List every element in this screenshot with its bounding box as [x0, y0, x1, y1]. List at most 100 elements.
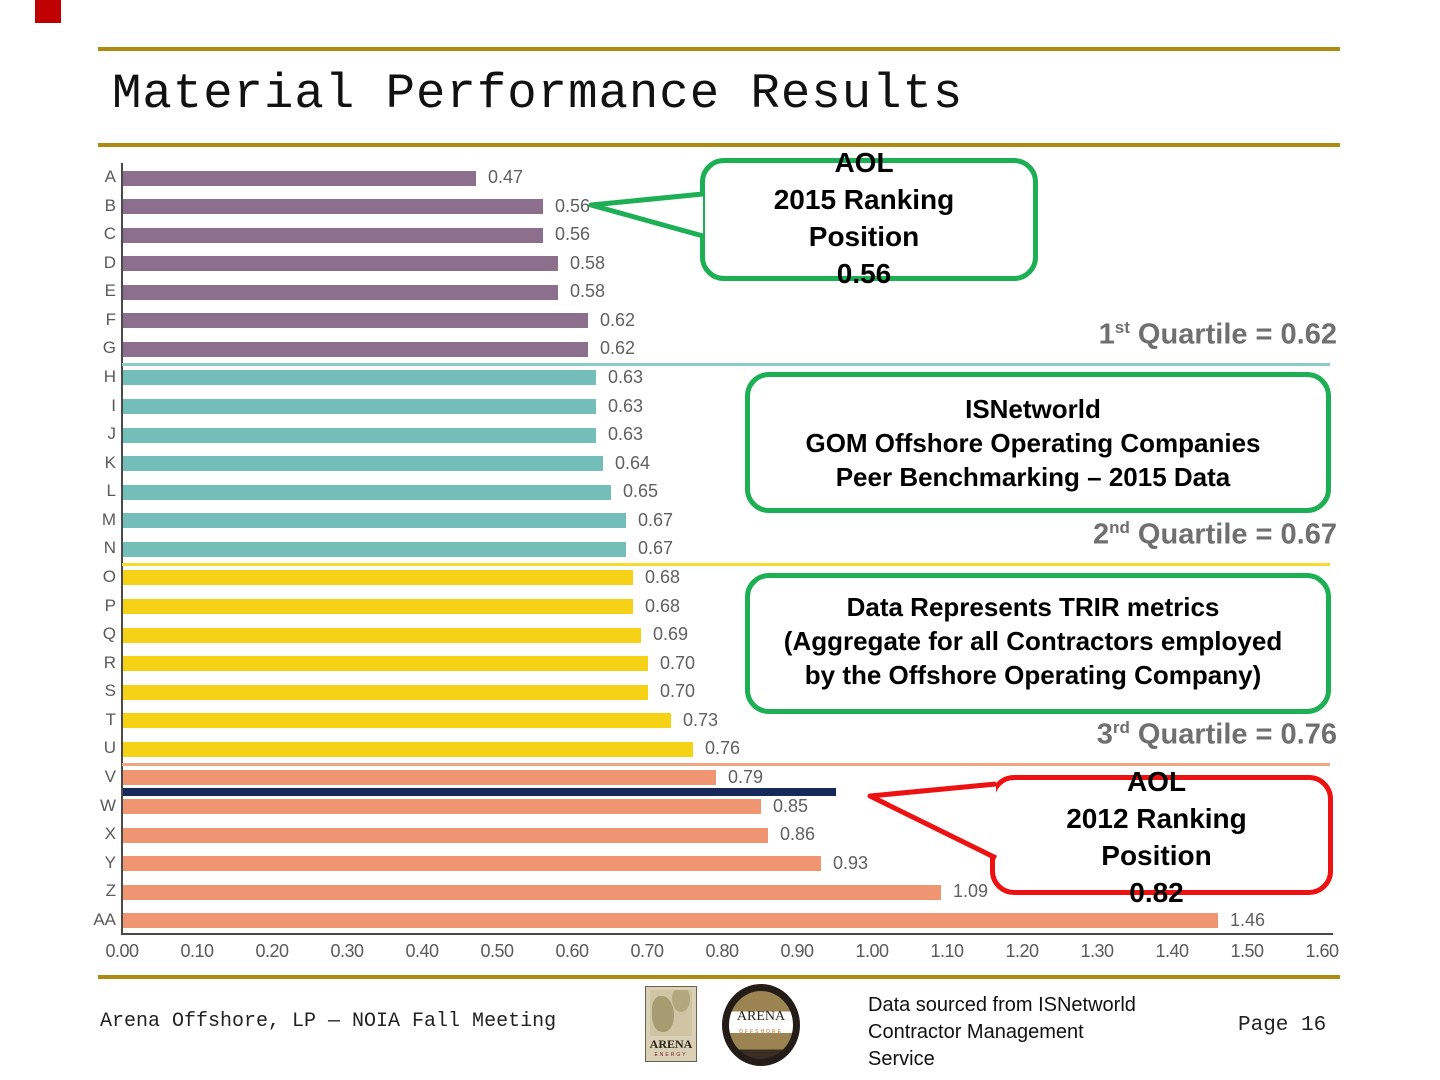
x-tick-label: 1.60 [1305, 941, 1339, 961]
category-label: R [103, 652, 116, 672]
category-label: W [99, 795, 116, 815]
bar [123, 199, 543, 215]
x-tick-label: 0.10 [180, 941, 214, 961]
bar-value-label: 0.70 [660, 681, 696, 702]
footer-rule [98, 975, 1340, 979]
category-label: G [102, 338, 116, 358]
bar [123, 684, 648, 700]
y-axis-line [121, 163, 123, 935]
bar [123, 770, 716, 786]
callout-line: Position [1101, 840, 1212, 871]
logo-subtext: ENERGY [654, 1052, 688, 1058]
quartile-divider-line [122, 362, 1330, 366]
bar [123, 399, 596, 415]
category-label: K [104, 452, 116, 472]
bar [123, 541, 626, 557]
bar [123, 227, 543, 243]
bar [123, 284, 558, 300]
x-tick-label: 0.80 [705, 941, 739, 961]
category-label: Q [102, 624, 116, 644]
category-label: E [104, 281, 116, 301]
bar-value-label: 0.65 [623, 481, 659, 502]
callout-line: 2012 Ranking [1066, 803, 1247, 834]
quartile-divider-line [122, 562, 1330, 566]
bar [123, 170, 476, 186]
category-label: X [104, 824, 116, 844]
bar-value-label: 0.62 [600, 338, 636, 359]
category-label: D [103, 252, 116, 272]
page-number: Page 16 [1238, 1014, 1327, 1037]
bar-value-label: 1.09 [953, 881, 989, 902]
x-tick-label: 0.50 [480, 941, 514, 961]
aol-2012-marker-bar [123, 788, 836, 797]
top-rule [98, 47, 1340, 51]
category-label: T [105, 709, 116, 729]
callout-line: 0.56 [836, 258, 892, 289]
source-note: Data sourced from ISNetworld Contractor … [868, 994, 1136, 1070]
callout-trir-text: Data Represents TRIR metrics (Aggregate … [745, 590, 1321, 692]
x-tick-label: 0.70 [630, 941, 664, 961]
quartile-label: 1st Quartile = 0.62 [1098, 317, 1337, 351]
bar-value-label: 0.86 [780, 824, 816, 845]
map-icon [650, 990, 692, 1036]
bar [123, 627, 641, 643]
bar-value-label: 0.85 [773, 795, 809, 816]
x-tick-label: 0.40 [405, 941, 439, 961]
category-label: B [104, 195, 116, 215]
category-label: V [104, 766, 116, 786]
callout-line: 2015 Ranking [773, 184, 955, 215]
bar-value-label: 0.58 [570, 281, 606, 302]
title-underline-rule [98, 143, 1340, 147]
bar [123, 741, 693, 757]
arena-energy-logo: ARENA ENERGY [645, 986, 697, 1062]
page-title: Material Performance Results [112, 66, 964, 122]
category-label: S [104, 681, 116, 701]
category-label: AA [93, 909, 116, 929]
x-tick-label: 1.40 [1155, 941, 1189, 961]
callout-line: by the Offshore Operating Company) [804, 660, 1262, 690]
category-label: P [104, 595, 116, 615]
category-label: H [103, 366, 116, 386]
x-tick-label: 0.20 [255, 941, 289, 961]
bar-value-label: 0.67 [638, 538, 674, 559]
bar-value-label: 0.62 [600, 309, 636, 330]
category-label: I [111, 395, 116, 415]
bar [123, 256, 558, 272]
bar [123, 799, 761, 815]
x-tick-label: 0.90 [780, 941, 814, 961]
bar-value-label: 0.76 [705, 738, 741, 759]
quartile-label: 3rd Quartile = 0.76 [1096, 717, 1337, 751]
quartile-label: 2nd Quartile = 0.67 [1092, 517, 1337, 551]
arena-offshore-logo: ARENA OFFSHORE [722, 984, 800, 1066]
bar-value-label: 0.93 [833, 852, 869, 873]
callout-aol-2012-pointer [867, 781, 998, 861]
bar-value-label: 0.70 [660, 652, 696, 673]
bar-value-label: 0.68 [645, 595, 681, 616]
category-label: M [101, 509, 116, 529]
logo-wordmark: ARENA [736, 1009, 786, 1024]
callout-line: Position [808, 221, 920, 252]
bar [123, 884, 941, 900]
callout-aol-2012 [990, 775, 1333, 895]
x-tick-label: 0.60 [555, 941, 589, 961]
callout-line: ISNetworld [965, 394, 1101, 424]
bar-value-label: 0.58 [570, 252, 606, 273]
callout-line: AOL [834, 147, 894, 178]
category-label: L [106, 481, 116, 501]
bar [123, 513, 626, 529]
slide-corner-marker [35, 0, 61, 23]
bar-value-label: 0.64 [615, 452, 651, 473]
bar [123, 570, 633, 586]
bar-value-label: 0.68 [645, 566, 681, 587]
callout-aol-2015-pointer [588, 191, 704, 239]
category-label: A [104, 167, 116, 186]
category-label: N [103, 538, 116, 558]
bar-value-label: 0.56 [555, 195, 591, 216]
bar [123, 656, 648, 672]
callout-isnetworld-text: ISNetworld GOM Offshore Operating Compan… [745, 392, 1321, 494]
x-tick-label: 1.10 [930, 941, 964, 961]
category-label: F [105, 309, 116, 329]
x-tick-label: 1.30 [1080, 941, 1114, 961]
category-label: Y [104, 852, 116, 872]
